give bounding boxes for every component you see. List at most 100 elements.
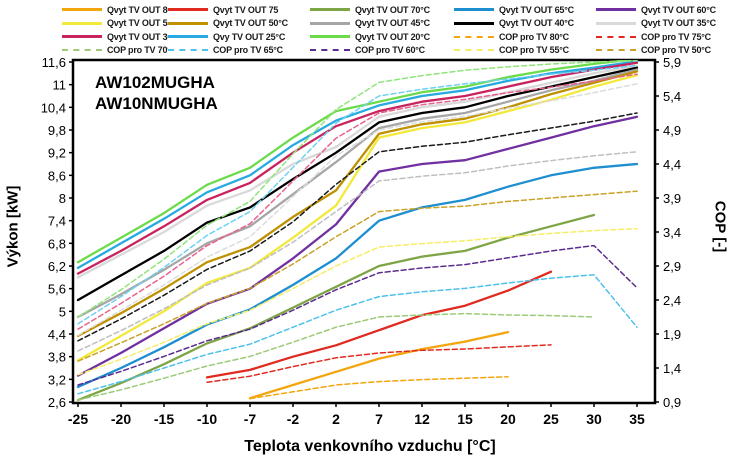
legend-item-label: COP pro TV 60°C xyxy=(355,45,425,56)
series-line xyxy=(205,270,553,379)
legend-item: Qvyt TV OUT 75 xyxy=(168,5,310,15)
y-axis-right-tick-label: 3,4 xyxy=(663,225,681,240)
solid-line-swatch-icon xyxy=(310,35,350,39)
legend-item: COP pro TV 70°C xyxy=(62,45,168,55)
series-line xyxy=(77,312,595,401)
solid-line-swatch-icon xyxy=(62,21,102,25)
dashed-line-swatch-icon xyxy=(596,35,636,38)
x-axis-tick-label: 20 xyxy=(500,411,516,427)
solid-line-swatch-icon xyxy=(454,8,494,12)
series-line xyxy=(76,70,639,338)
y-axis-left-tick-label: 9,8 xyxy=(48,123,66,138)
series-line xyxy=(76,74,639,362)
legend-item-label: Qvyt TV OUT 60°C xyxy=(641,4,716,15)
legend-item: Qvyt TV OUT 45°C xyxy=(310,18,454,28)
series-lines xyxy=(76,60,639,402)
legend-item-label: COP pro TV 50°C xyxy=(641,45,711,56)
legend-item-label: Qvyt TV OUT 70°C xyxy=(355,4,430,15)
legend-item: COP pro TV 50°C xyxy=(596,45,734,55)
series-line xyxy=(77,83,638,337)
y-axis-right-tick-label: 4,4 xyxy=(663,157,681,172)
legend-item: Qvyt TV OUT 30°C xyxy=(62,32,168,42)
legend-item-label: Qvyt TV OUT 30°C xyxy=(107,31,168,42)
series-line xyxy=(77,227,638,376)
solid-line-swatch-icon xyxy=(62,35,102,39)
model-line-2: AW10NMUGHA xyxy=(95,94,218,114)
legend: Qvyt TV OUT 80°C Qvyt TV OUT 75 Qvyt TV OU… xyxy=(62,3,734,57)
x-axis-tick-label: 35 xyxy=(629,411,645,427)
series-line xyxy=(76,64,639,279)
series-line xyxy=(76,162,639,389)
y-axis-left-tick-label: 6,2 xyxy=(48,259,66,274)
y-axis-left-tick-label: 7,4 xyxy=(48,214,66,229)
x-axis-tick-label: -10 xyxy=(197,411,217,427)
legend-item: COP pro TV 65°C xyxy=(168,45,310,55)
legend-item-label: COP pro TV 75°C xyxy=(641,31,711,42)
x-axis-tick-label: -20 xyxy=(111,411,131,427)
y-axis-left-tick-label: 11 xyxy=(53,78,67,93)
model-line-1: AW102MUGHA xyxy=(95,73,215,92)
x-axis-tick-label: -2 xyxy=(287,411,300,427)
y-axis-right-title: COP [-] xyxy=(711,200,729,253)
solid-line-swatch-icon xyxy=(62,8,102,12)
series-line xyxy=(76,115,639,377)
legend-item: COP pro TV 55°C xyxy=(454,45,596,55)
legend-item: Qvyt TV OUT 70°C xyxy=(310,5,454,15)
y-axis-left-tick-label: 6,8 xyxy=(48,236,66,251)
y-axis-left-tick-label: 9,2 xyxy=(48,146,66,161)
legend-item-label: Qvyt TV OUT 50°C xyxy=(213,18,288,29)
legend-item-label: Qvyt TV OUT 20°C xyxy=(355,31,430,42)
dashed-line-swatch-icon xyxy=(168,49,208,52)
y-axis-left-tick-label: 5,6 xyxy=(48,282,66,297)
x-axis-title: Teplota venkovního vzduchu [°C] xyxy=(244,438,496,455)
y-axis-left-title: Výkon [kW] xyxy=(4,185,22,268)
y-axis-left-tick-label: 8,6 xyxy=(48,168,66,183)
dashed-line-swatch-icon xyxy=(596,49,636,52)
y-axis-right-tick-label: 2,4 xyxy=(663,293,681,308)
solid-line-swatch-icon xyxy=(310,21,350,25)
x-axis-tick-label: -7 xyxy=(244,411,257,427)
series-line xyxy=(206,344,552,384)
legend-item-label: Qvyt TV OUT 80°C xyxy=(107,4,168,15)
x-axis-tick-label: 30 xyxy=(586,411,602,427)
y-axis-right-tick-label: 0,9 xyxy=(663,395,681,410)
y-axis-left-tick-label: 3,2 xyxy=(48,372,66,387)
solid-line-swatch-icon xyxy=(310,8,350,12)
y-axis-left-tick-label: 10,4 xyxy=(41,100,66,115)
legend-item: COP pro TV 75°C xyxy=(596,32,734,42)
legend-item-label: Qvy TV OUT 25°C xyxy=(213,31,286,42)
series-line xyxy=(76,213,596,402)
y-axis-right-tick-label: 1,4 xyxy=(663,361,681,376)
series-line xyxy=(77,190,638,362)
legend-item-label: Qvyt TV OUT 40°C xyxy=(499,18,574,29)
y-axis-left-tick-label: 8 xyxy=(59,191,66,206)
y-axis-right-tick-label: 1,9 xyxy=(663,327,681,342)
solid-line-swatch-icon xyxy=(454,21,494,25)
x-axis-tick-label: 15 xyxy=(457,411,473,427)
y-axis-right-tick-label: 5,9 xyxy=(663,55,681,70)
legend-item-label: COP pro TV 70°C xyxy=(107,45,168,56)
dashed-line-swatch-icon xyxy=(454,35,494,38)
x-axis-tick-label: -15 xyxy=(154,411,174,427)
legend-item-label: Qvyt TV OUT 55 xyxy=(107,18,168,29)
dashed-line-swatch-icon xyxy=(310,49,350,52)
series-line xyxy=(77,64,638,325)
legend-item-label: Qvyt TV OUT 75 xyxy=(213,4,279,15)
legend-item: COP pro TV 80°C xyxy=(454,32,596,42)
solid-line-swatch-icon xyxy=(168,35,208,39)
series-line xyxy=(76,60,638,264)
legend-item-label: Qvyt TV OUT 45°C xyxy=(355,18,430,29)
y-axis-left-tick-label: 5 xyxy=(59,304,66,319)
series-line xyxy=(249,376,509,400)
solid-line-swatch-icon xyxy=(596,8,636,12)
legend-item-label: COP pro TV 65°C xyxy=(213,45,283,56)
y-axis-left-tick-label: 11,6 xyxy=(42,55,66,70)
legend-item-label: Qvyt TV OUT 35°C xyxy=(641,18,716,29)
series-line xyxy=(77,244,638,386)
legend-item: Qvyt TV OUT 40°C xyxy=(454,18,596,28)
legend-item: Qvyt TV OUT 55 xyxy=(62,18,168,28)
series-line xyxy=(76,61,639,275)
series-line xyxy=(77,73,638,330)
series-line xyxy=(77,274,638,395)
